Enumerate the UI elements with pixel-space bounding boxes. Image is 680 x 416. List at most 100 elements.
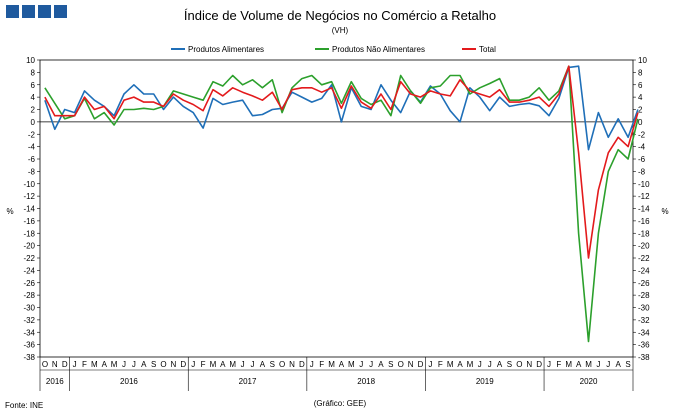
x-tick-label: J (606, 360, 610, 369)
x-tick-label: A (497, 360, 503, 369)
x-tick-label: N (52, 360, 58, 369)
y-tick-label-right: -2 (638, 130, 646, 139)
x-tick-label: M (447, 360, 454, 369)
x-tick-label: A (576, 360, 582, 369)
y-tick-label-left: -38 (23, 353, 35, 362)
y-tick-label-right: 8 (638, 68, 643, 77)
x-tick-label: D (418, 360, 424, 369)
y-axis-label-right: % (661, 207, 668, 216)
x-tick-label: M (467, 360, 474, 369)
y-tick-label-right: 10 (638, 56, 647, 65)
chart-subtitle: (VH) (332, 26, 349, 35)
y-tick-label-right: -26 (638, 279, 650, 288)
y-tick-label-left: -12 (23, 192, 35, 201)
x-tick-label: D (299, 360, 305, 369)
y-tick-label-right: 0 (638, 118, 643, 127)
x-year-label: 2018 (357, 377, 375, 386)
x-tick-label: M (111, 360, 118, 369)
x-tick-label: M (210, 360, 217, 369)
x-tick-label: M (348, 360, 355, 369)
x-tick-label: J (122, 360, 126, 369)
y-tick-label-right: -34 (638, 328, 650, 337)
x-tick-label: J (250, 360, 254, 369)
x-tick-label: S (625, 360, 630, 369)
x-tick-label: J (478, 360, 482, 369)
x-tick-label: A (378, 360, 384, 369)
x-tick-label: J (191, 360, 195, 369)
x-tick-label: J (359, 360, 363, 369)
y-tick-label-right: -18 (638, 229, 650, 238)
x-tick-label: N (526, 360, 532, 369)
x-tick-label: F (319, 360, 324, 369)
y-tick-label-right: -8 (638, 167, 646, 176)
x-tick-label: M (565, 360, 572, 369)
y-tick-label-left: -18 (23, 229, 35, 238)
x-tick-label: F (82, 360, 87, 369)
x-year-label: 2020 (580, 377, 598, 386)
x-tick-label: A (260, 360, 266, 369)
y-tick-label-left: 2 (31, 106, 36, 115)
x-tick-label: A (616, 360, 622, 369)
y-tick-label-left: -14 (23, 205, 35, 214)
x-tick-label: D (62, 360, 68, 369)
x-year-label: 2016 (120, 377, 138, 386)
y-tick-label-left: -34 (23, 328, 35, 337)
x-tick-label: J (132, 360, 136, 369)
logo-block (54, 5, 67, 18)
y-axis-label-left: % (6, 207, 13, 216)
y-tick-label-left: -26 (23, 279, 35, 288)
y-tick-label-right: -12 (638, 192, 650, 201)
x-tick-label: S (388, 360, 393, 369)
y-tick-label-right: -16 (638, 217, 650, 226)
y-tick-label-left: -6 (28, 155, 36, 164)
y-tick-label-left: -30 (23, 304, 35, 313)
x-year-label: 2016 (46, 377, 64, 386)
series-line-1 (44, 65, 639, 343)
x-tick-label: O (516, 360, 522, 369)
x-tick-label: A (102, 360, 108, 369)
logo-block (38, 5, 51, 18)
y-tick-label-left: 10 (26, 56, 35, 65)
y-tick-label-left: -32 (23, 316, 35, 325)
y-tick-label-left: -36 (23, 341, 35, 350)
legend: Produtos Alimentares Produtos Não Alimen… (171, 45, 496, 54)
x-year-label: 2017 (239, 377, 257, 386)
x-tick-label: O (160, 360, 166, 369)
x-tick-label: J (596, 360, 600, 369)
x-tick-label: O (398, 360, 404, 369)
chart-credit: (Gráfico: GEE) (314, 399, 367, 408)
y-tick-label-left: 0 (31, 118, 36, 127)
y-tick-label-left: -20 (23, 242, 35, 251)
legend-label-0: Produtos Alimentares (188, 45, 264, 54)
y-tick-label-right: -4 (638, 143, 646, 152)
y-tick-label-right: 2 (638, 106, 643, 115)
x-tick-label: A (339, 360, 345, 369)
y-tick-label-right: -10 (638, 180, 650, 189)
x-tick-label: J (310, 360, 314, 369)
y-tick-label-left: 4 (31, 93, 36, 102)
legend-label-1: Produtos Não Alimentares (332, 45, 425, 54)
source-note: Fonte: INE (5, 401, 43, 410)
x-tick-label: D (536, 360, 542, 369)
x-tick-label: J (428, 360, 432, 369)
x-tick-label: J (488, 360, 492, 369)
y-tick-label-left: -8 (28, 167, 36, 176)
x-tick-label: S (270, 360, 275, 369)
logo (6, 5, 67, 18)
x-tick-label: M (585, 360, 592, 369)
y-tick-label-left: -22 (23, 254, 35, 263)
y-tick-label-left: 8 (31, 68, 36, 77)
y-tick-label-left: -4 (28, 143, 36, 152)
x-tick-label: F (438, 360, 443, 369)
y-tick-label-left: -28 (23, 291, 35, 300)
y-tick-label-left: -16 (23, 217, 35, 226)
y-tick-label-right: -28 (638, 291, 650, 300)
x-tick-label: N (289, 360, 295, 369)
x-tick-label: M (91, 360, 98, 369)
y-tick-label-right: -24 (638, 266, 650, 275)
x-tick-label: A (457, 360, 463, 369)
series-line-0 (44, 65, 639, 151)
plot-area: 10 10 8 8 6 6 4 4 2 2 0 0 -2 -2 -4 -4 -6 -6 -8 -8 -10 -10 -12 -… (23, 56, 650, 391)
logo-block (6, 5, 19, 18)
